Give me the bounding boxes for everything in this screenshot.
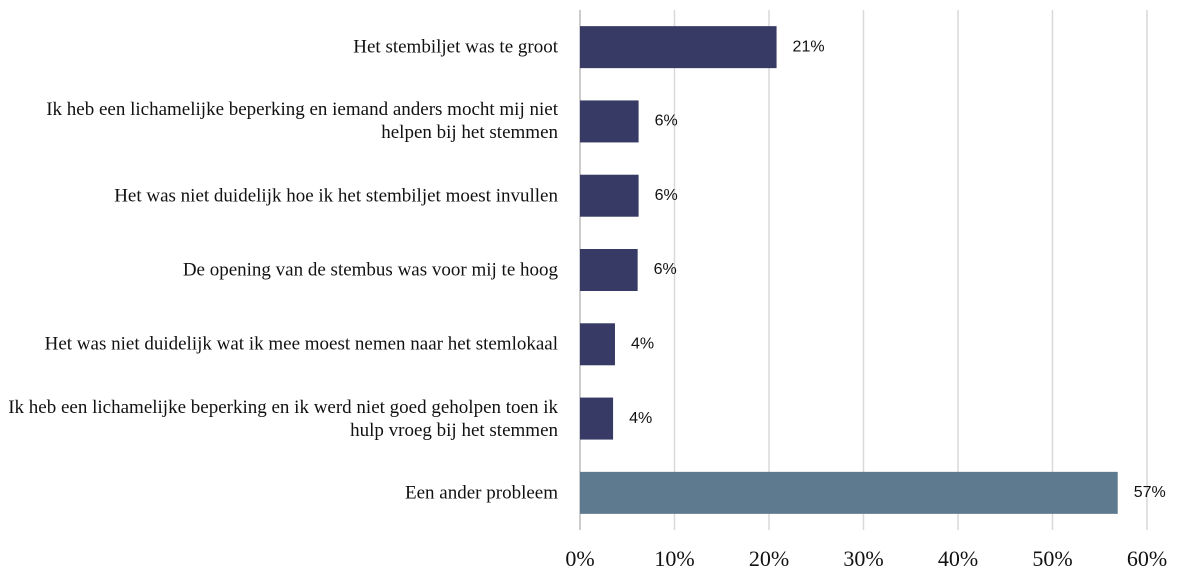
value-label: 6% (654, 261, 677, 278)
x-tick-label: 20% (749, 546, 789, 571)
bar (580, 100, 639, 143)
value-label: 57% (1134, 484, 1166, 501)
bar (580, 323, 615, 366)
x-tick-label: 0% (565, 546, 594, 571)
x-tick-label: 50% (1032, 546, 1072, 571)
category-label: Het was niet duidelijk wat ik mee moest … (44, 333, 558, 355)
value-label: 6% (655, 113, 678, 130)
value-label: 4% (631, 336, 654, 353)
x-tick-label: 40% (938, 546, 978, 571)
bar (580, 174, 639, 217)
category-label: Het stembiljet was te groot (353, 36, 558, 58)
bar (580, 471, 1118, 514)
category-label: Het was niet duidelijk hoe ik het stembi… (114, 185, 558, 207)
category-label: Een ander probleem (405, 482, 558, 504)
category-label: Ik heb een lichamelijke beperking en ik … (8, 396, 558, 441)
value-label: 21% (793, 38, 825, 55)
x-tick-label: 30% (843, 546, 883, 571)
bar (580, 249, 638, 291)
category-label: De opening van de stembus was voor mij t… (182, 259, 558, 281)
value-label: 4% (629, 410, 652, 427)
bar (580, 397, 614, 440)
value-label: 6% (655, 187, 678, 204)
bar (580, 26, 777, 69)
x-tick-label: 10% (654, 546, 694, 571)
category-label: Ik heb een lichamelijke beperking en iem… (46, 99, 558, 144)
x-tick-label: 60% (1127, 546, 1167, 571)
